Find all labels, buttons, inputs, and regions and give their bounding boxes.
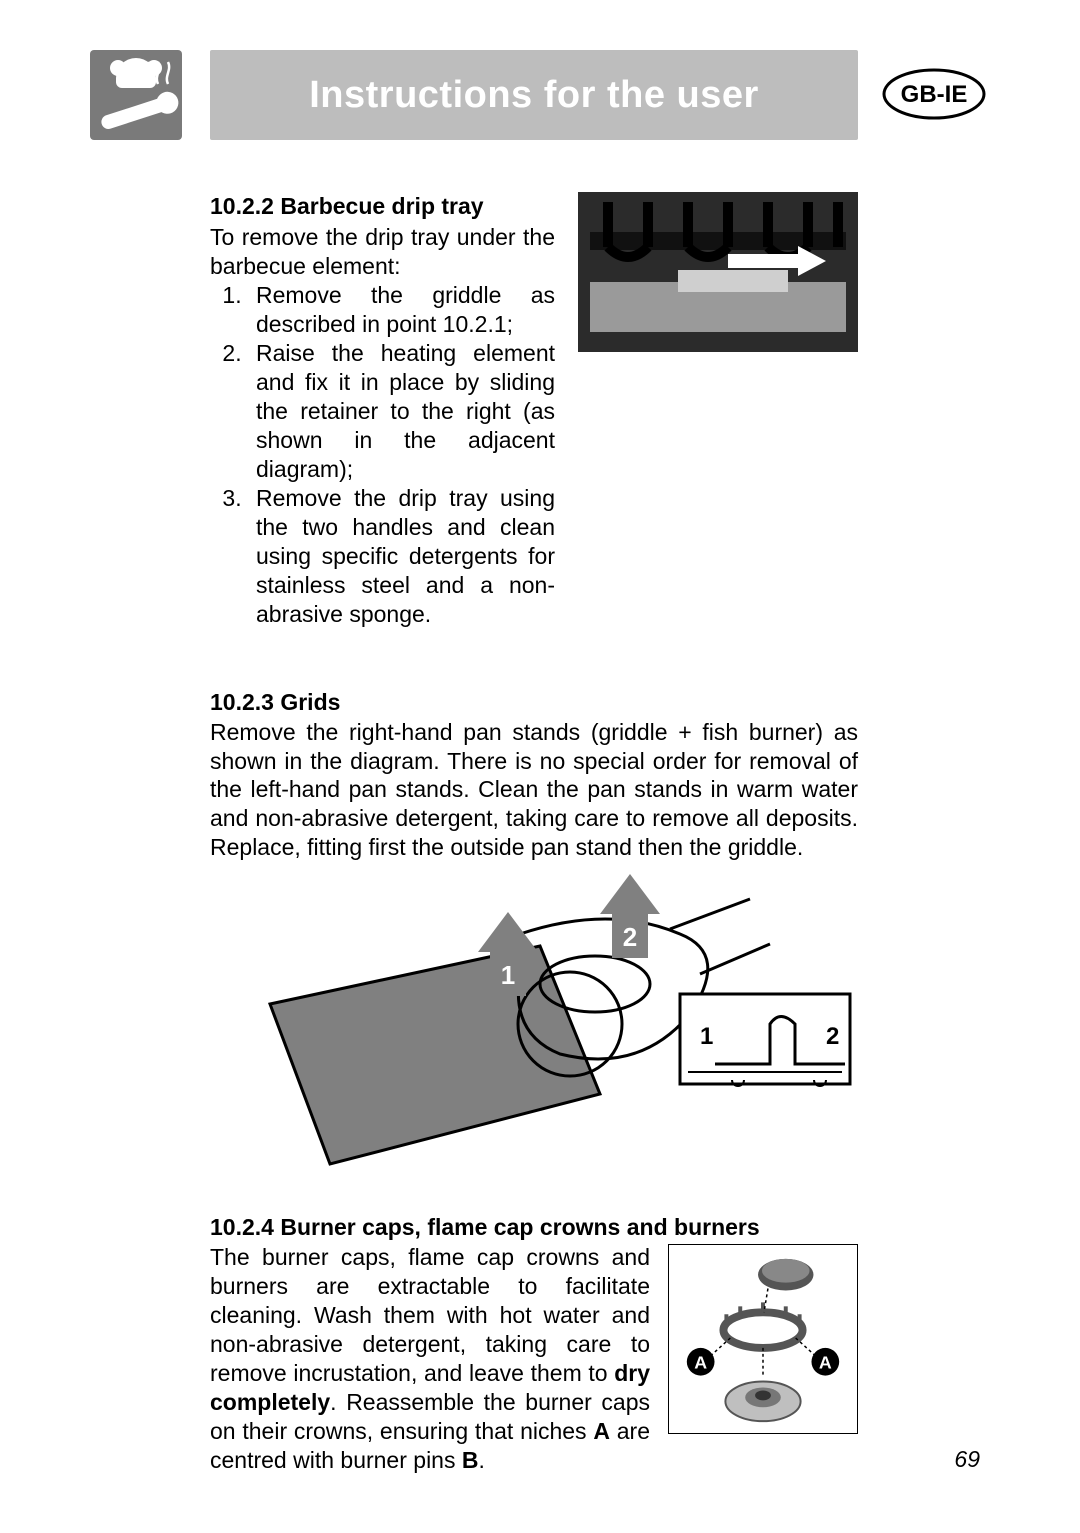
- section-grids: 10.2.3 Grids Remove the right-hand pan s…: [210, 689, 858, 1175]
- chef-hat-spoon-icon: [90, 50, 182, 140]
- step-item: Raise the heating element and fix it in …: [248, 339, 555, 484]
- title-banner: Instructions for the user: [210, 50, 858, 140]
- page-number: 69: [954, 1446, 980, 1473]
- section-barbecue-drip-tray: 10.2.2 Barbecue drip tray To remove the …: [210, 192, 858, 629]
- grids-diagram: 1 2 1 2: [210, 874, 858, 1174]
- burner-label-A-right: A: [819, 1353, 832, 1373]
- section-burner-caps: 10.2.4 Burner caps, flame cap crowns and…: [210, 1214, 858, 1475]
- section-body: The burner caps, flame cap crowns and bu…: [210, 1243, 650, 1475]
- page-content: 10.2.2 Barbecue drip tray To remove the …: [210, 192, 858, 1475]
- drip-tray-diagram: [578, 192, 858, 352]
- region-code-text: GB-IE: [901, 81, 968, 108]
- section-heading: 10.2.3 Grids: [210, 689, 858, 716]
- burner-label-A-left: A: [694, 1353, 707, 1373]
- section-heading: 10.2.4 Burner caps, flame cap crowns and…: [210, 1214, 858, 1241]
- page-header: Instructions for the user GB-IE: [0, 50, 1080, 140]
- section-intro: To remove the drip tray under the barbec…: [210, 223, 555, 281]
- section-heading: 10.2.2 Barbecue drip tray: [210, 192, 555, 221]
- inset-label-2: 2: [826, 1023, 839, 1050]
- callout-1: 1: [501, 960, 515, 990]
- burner-exploded-diagram: A A: [668, 1244, 858, 1434]
- inset-label-1: 1: [700, 1023, 713, 1050]
- step-item: Remove the drip tray using the two handl…: [248, 484, 555, 629]
- page-title: Instructions for the user: [309, 74, 759, 117]
- section-body: Remove the right-hand pan stands (griddl…: [210, 718, 858, 863]
- region-badge: GB-IE: [878, 64, 990, 124]
- steps-list: Remove the griddle as described in point…: [210, 281, 555, 629]
- callout-2: 2: [623, 922, 637, 952]
- step-item: Remove the griddle as described in point…: [248, 281, 555, 339]
